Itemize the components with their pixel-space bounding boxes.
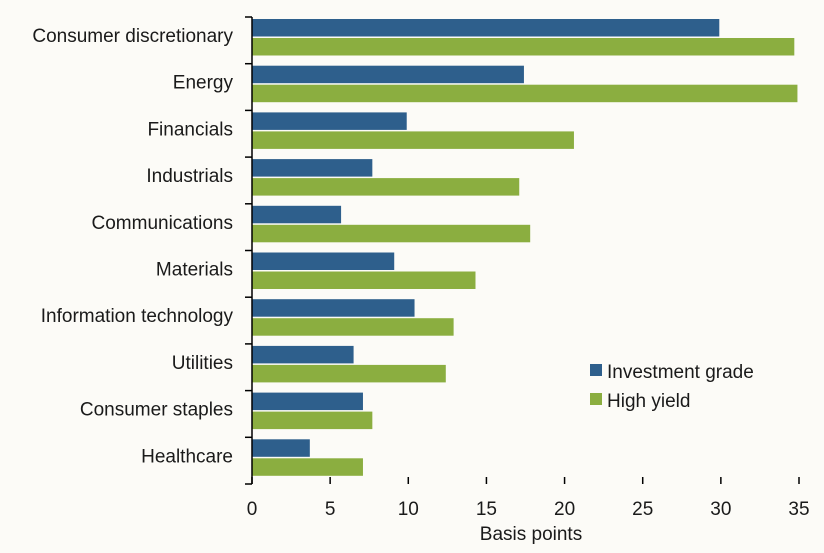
bar-high-yield (252, 38, 795, 56)
bar-high-yield (252, 131, 574, 149)
x-tick-label: 30 (710, 499, 731, 520)
bar-investment-grade (252, 345, 354, 364)
bar-investment-grade (252, 299, 415, 317)
category-label: Communications (92, 213, 234, 234)
bar-investment-grade (252, 112, 407, 130)
category-label: Information technology (41, 306, 234, 327)
x-tick-label: 15 (476, 499, 497, 520)
bar-investment-grade (252, 392, 363, 411)
bar-investment-grade (252, 159, 373, 177)
category-label: Materials (156, 260, 233, 281)
category-label: Energy (173, 73, 234, 94)
category-label: Financials (147, 119, 233, 140)
category-label: Healthcare (141, 446, 233, 467)
bar-high-yield (252, 458, 363, 476)
category-label: Industrials (146, 166, 233, 187)
bar-high-yield (252, 84, 798, 103)
x-tick-label: 5 (325, 499, 336, 520)
legend: Investment grade High yield (590, 362, 754, 412)
bar-investment-grade (252, 65, 524, 84)
legend-swatch-high-yield (590, 393, 602, 405)
x-tick-label: 25 (632, 499, 653, 520)
x-axis-label: Basis points (480, 524, 582, 545)
x-tick-label: 10 (398, 499, 419, 520)
legend-label-investment-grade: Investment grade (607, 362, 754, 383)
bar-investment-grade (252, 439, 310, 457)
legend-label-high-yield: High yield (607, 391, 690, 412)
category-label: Consumer staples (80, 400, 233, 421)
bar-high-yield (252, 411, 373, 430)
category-label: Consumer discretionary (32, 26, 233, 47)
x-tick-label: 0 (247, 499, 258, 520)
bar-high-yield (252, 178, 520, 196)
bar-high-yield (252, 271, 476, 289)
bar-investment-grade (252, 252, 395, 270)
x-tick-label: 35 (788, 499, 809, 520)
bar-investment-grade (252, 205, 342, 224)
category-label: Utilities (172, 353, 233, 374)
x-tick-label: 20 (554, 499, 575, 520)
bar-investment-grade (252, 19, 720, 37)
bar-high-yield (252, 318, 454, 336)
legend-swatch-investment-grade (590, 364, 602, 376)
bar-high-yield (252, 224, 531, 243)
bar-high-yield (252, 364, 446, 383)
